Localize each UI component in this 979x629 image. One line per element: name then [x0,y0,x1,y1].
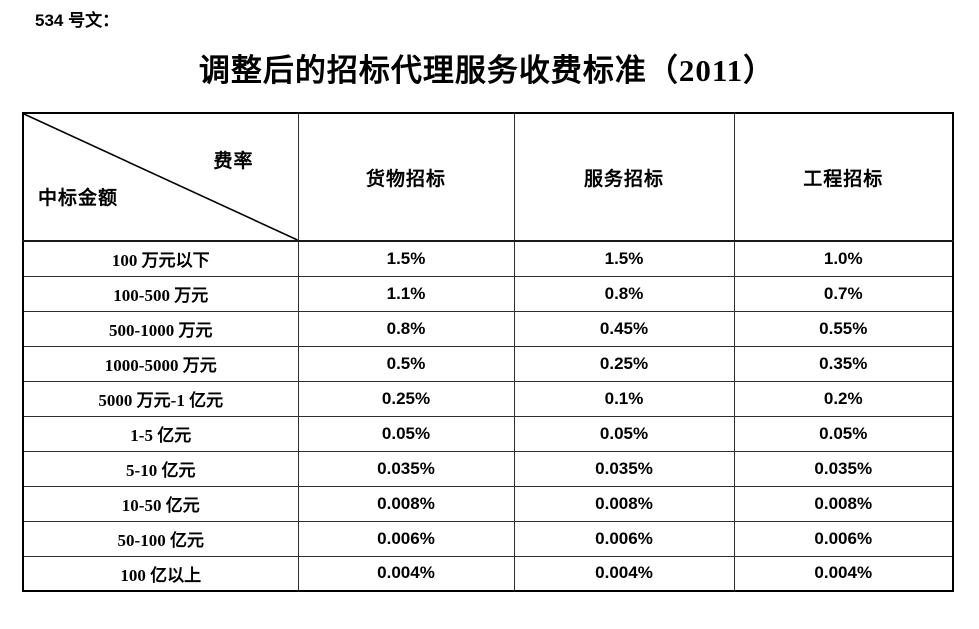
rate-cell: 0.008% [513,485,735,522]
header-row: 费率 中标金额 货物招标 服务招标 工程招标 [22,112,954,242]
rate-cell: 0.35% [733,345,954,382]
column-header-services: 服务招标 [513,112,735,242]
rate-axis-label: 费率 [213,151,254,172]
tier-cell: 10-50 亿元 [22,485,299,522]
rate-cell: 0.006% [733,520,954,557]
rate-cell: 1.1% [297,275,515,312]
rate-cell: 0.5% [297,345,515,382]
doc-number-label: 534 号文： [35,11,120,30]
tier-cell: 50-100 亿元 [22,520,299,557]
page-title: 调整后的招标代理服务收费标准（2011） [198,53,776,88]
amount-axis-label: 中标金额 [38,188,119,209]
rate-cell: 0.7% [733,275,954,312]
rate-cell: 0.035% [297,450,515,487]
tier-cell: 5-10 亿元 [22,450,299,487]
rate-cell: 0.05% [297,415,515,452]
rate-cell: 0.45% [513,310,735,347]
rate-cell: 0.004% [513,555,735,592]
tier-cell: 1-5 亿元 [22,415,299,452]
table-row: 1-5 亿元 0.05% 0.05% 0.05% [22,415,954,452]
table-row: 100-500 万元 1.1% 0.8% 0.7% [22,275,954,312]
table-row: 5000 万元-1 亿元 0.25% 0.1% 0.2% [22,380,954,417]
tier-cell: 100 亿以上 [22,555,299,592]
tier-cell: 100-500 万元 [22,275,299,312]
rate-cell: 0.035% [513,450,735,487]
table-row: 100 万元以下 1.5% 1.5% 1.0% [22,240,954,277]
rate-cell: 0.55% [733,310,954,347]
rate-cell: 0.004% [297,555,515,592]
rate-cell: 1.0% [733,240,954,277]
rate-cell: 0.8% [513,275,735,312]
tier-cell: 100 万元以下 [22,240,299,277]
rate-cell: 0.004% [733,555,954,592]
rate-cell: 0.25% [297,380,515,417]
rate-cell: 0.006% [297,520,515,557]
table-row: 500-1000 万元 0.8% 0.45% 0.55% [22,310,954,347]
column-header-goods: 货物招标 [297,112,515,242]
rate-cell: 0.008% [297,485,515,522]
table-row: 10-50 亿元 0.008% 0.008% 0.008% [22,485,954,522]
rate-cell: 0.2% [733,380,954,417]
fee-standard-table: 费率 中标金额 货物招标 服务招标 工程招标 100 万元以下 1.5% 1.5… [22,112,954,592]
table-row: 100 亿以上 0.004% 0.004% 0.004% [22,555,954,592]
tier-cell: 1000-5000 万元 [22,345,299,382]
rate-cell: 1.5% [513,240,735,277]
rate-cell: 0.1% [513,380,735,417]
tier-cell: 500-1000 万元 [22,310,299,347]
rate-cell: 0.035% [733,450,954,487]
table-row: 5-10 亿元 0.035% 0.035% 0.035% [22,450,954,487]
column-header-engineering: 工程招标 [733,112,954,242]
rate-cell: 0.05% [513,415,735,452]
rate-cell: 0.05% [733,415,954,452]
table-row: 50-100 亿元 0.006% 0.006% 0.006% [22,520,954,557]
rate-cell: 1.5% [297,240,515,277]
rate-cell: 0.008% [733,485,954,522]
diagonal-header-cell: 费率 中标金额 [22,112,299,242]
rate-cell: 0.006% [513,520,735,557]
tier-cell: 5000 万元-1 亿元 [22,380,299,417]
table-row: 1000-5000 万元 0.5% 0.25% 0.35% [22,345,954,382]
diagonal-line [24,114,298,240]
rate-cell: 0.25% [513,345,735,382]
rate-cell: 0.8% [297,310,515,347]
